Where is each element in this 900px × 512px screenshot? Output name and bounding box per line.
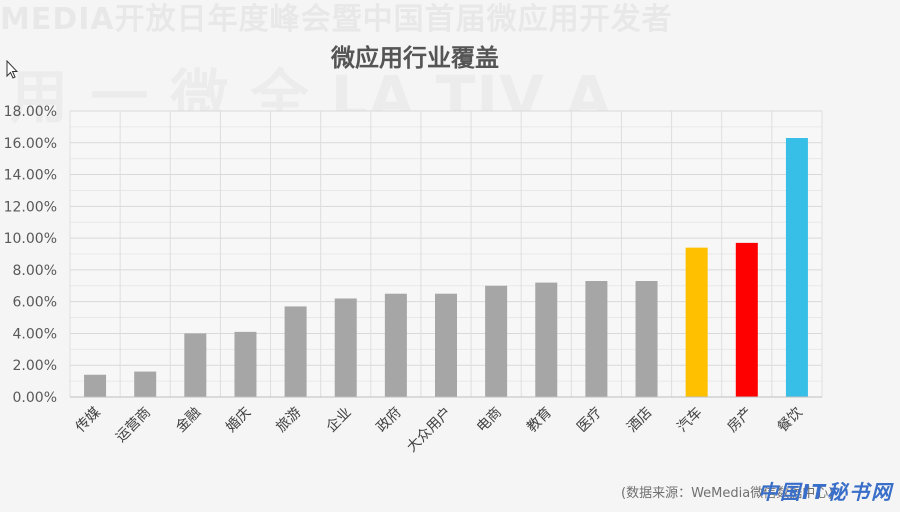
- x-tick-label: 运营商: [113, 405, 154, 446]
- bar: [234, 331, 257, 397]
- x-tick-label: 金融: [173, 405, 204, 436]
- x-tick-label: 医疗: [574, 405, 605, 436]
- bar: [284, 306, 307, 397]
- arrow-cursor-icon: [6, 60, 18, 79]
- x-tick-label: 企业: [323, 404, 355, 436]
- site-logo: 中国IT秘书网: [758, 480, 894, 504]
- bar: [735, 242, 758, 397]
- y-tick-label: 8.00%: [13, 263, 57, 279]
- bar: [485, 285, 508, 397]
- y-tick-label: 0.00%: [13, 390, 57, 406]
- x-tick-label: 房产: [725, 405, 756, 436]
- y-tick-label: 4.00%: [13, 326, 57, 342]
- y-tick-label: 12.00%: [4, 199, 57, 215]
- y-tick-label: 2.00%: [13, 358, 57, 374]
- x-tick-label: 电商: [474, 405, 505, 436]
- bar: [535, 282, 558, 397]
- y-tick-label: 10.00%: [4, 231, 57, 247]
- bar: [635, 281, 658, 397]
- bar: [785, 138, 808, 397]
- x-tick-label: 政府: [374, 405, 405, 436]
- bar: [134, 371, 157, 397]
- source-note: (数据来源：WeMedia微信数据中心): [621, 486, 834, 501]
- bar: [334, 298, 357, 397]
- x-tick-label: 汽车: [674, 404, 706, 436]
- bar: [384, 293, 407, 397]
- x-tick-label: 酒店: [624, 405, 655, 436]
- x-tick-label: 传媒: [73, 405, 104, 436]
- x-tick-label: 大众用户: [403, 404, 455, 456]
- x-tick-label: 旅游: [273, 405, 304, 436]
- y-tick-label: 16.00%: [4, 136, 57, 152]
- bar: [685, 247, 708, 397]
- y-tick-label: 14.00%: [4, 168, 57, 184]
- y-tick-label: 18.00%: [4, 104, 57, 120]
- y-tick-label: 6.00%: [13, 295, 57, 311]
- x-tick-label: 婚庆: [223, 405, 254, 436]
- chart-title: 微应用行业覆盖: [331, 44, 499, 72]
- x-tick-label: 餐饮: [775, 405, 806, 436]
- bar: [84, 374, 107, 397]
- bar: [184, 333, 207, 397]
- bar: [585, 281, 608, 397]
- bar: [435, 293, 457, 397]
- x-tick-label: 教育: [524, 405, 555, 436]
